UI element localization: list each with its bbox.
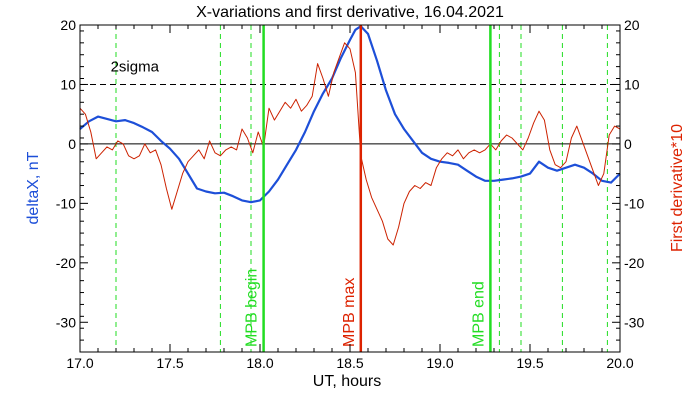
x-tick-label-3: 18.5 [336, 355, 363, 371]
x-tick-label-6: 20.0 [606, 355, 633, 371]
x-tick-label-0: 17.0 [66, 355, 93, 371]
y-axis-label-left: deltaX, nT [25, 151, 42, 224]
y-tick-label-left-1: 10 [60, 76, 76, 92]
y-tick-label-left-3: -10 [56, 195, 76, 211]
series-line-deltax [79, 25, 621, 204]
y-tick-label-right-5: -30 [624, 314, 644, 330]
y-tick-label-right-0: 20 [624, 17, 640, 33]
y-tick-label-right-2: 0 [624, 136, 632, 152]
y-tick-label-left-4: -20 [56, 255, 76, 271]
x-tick-label-5: 19.5 [516, 355, 543, 371]
x-axis-label: UT, hours [313, 373, 381, 390]
y-tick-label-right-1: 10 [624, 76, 640, 92]
x-tick-label-2: 18.0 [246, 355, 273, 371]
y-tick-label-right-3: -10 [624, 195, 644, 211]
sigma-label: 2sigma [111, 58, 160, 75]
mpb-label-2: MPB end [470, 281, 487, 347]
plot-area: 2sigma MPB begin MPB max MPB end 17.0 17.5 18.… [56, 17, 645, 371]
mpb-label-0: MPB begin [244, 269, 261, 347]
y-tick-label-left-0: 20 [60, 17, 76, 33]
y-tick-label-left-2: 0 [68, 136, 76, 152]
x-tick-label-4: 19.0 [426, 355, 453, 371]
x-tick-label-1: 17.5 [156, 355, 183, 371]
y-tick-label-right-4: -20 [624, 255, 644, 271]
series-line-derivative [79, 42, 621, 246]
y-tick-label-left-5: -30 [56, 314, 76, 330]
mpb-label-1: MPB max [341, 278, 358, 347]
chart-title: X-variations and first derivative, 16.04… [196, 4, 504, 21]
y-axis-label-right: First derivative*10 [669, 124, 686, 252]
